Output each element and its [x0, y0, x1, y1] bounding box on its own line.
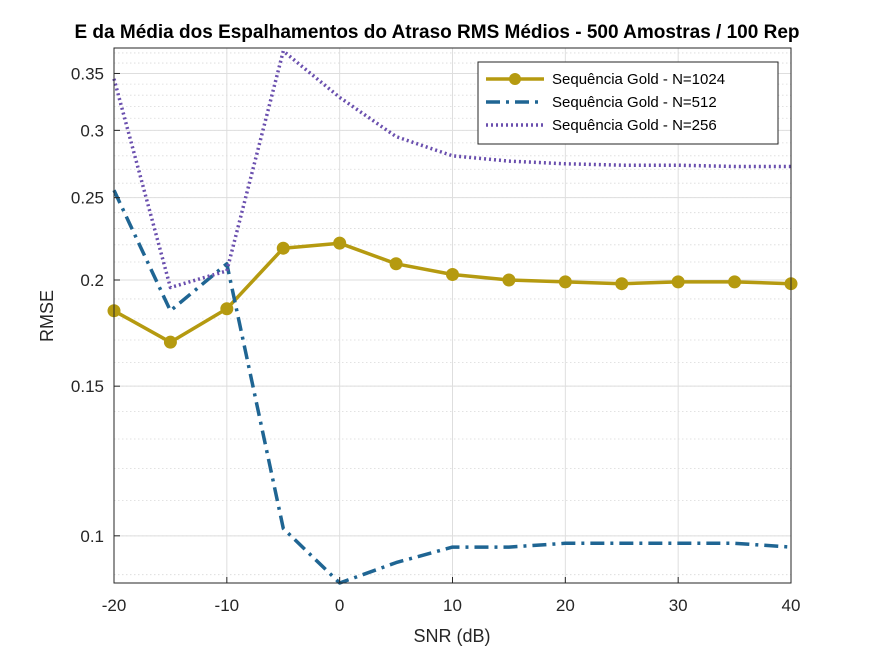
series-point-1	[163, 335, 177, 349]
series-point-1	[502, 273, 516, 287]
series-point-1	[615, 277, 629, 291]
series-point-1	[220, 302, 234, 316]
legend-entry-2: Sequência Gold - N=512	[552, 94, 717, 111]
x-tick-label: 10	[443, 596, 462, 615]
series-point-1	[728, 275, 742, 289]
series-point-1	[276, 241, 290, 255]
series-point-1	[558, 275, 572, 289]
y-tick-label: 0.3	[80, 121, 104, 140]
legend-entry-3: Sequência Gold - N=256	[552, 117, 717, 134]
x-tick-label: 30	[669, 596, 688, 615]
y-tick-label: 0.35	[71, 64, 104, 83]
series-point-1	[671, 275, 685, 289]
x-tick-label: 20	[556, 596, 575, 615]
x-tick-label: 0	[335, 596, 344, 615]
legend-entry-1: Sequência Gold - N=1024	[552, 71, 725, 88]
ticks-layer: -20 -10 0 10 20 30 40 0.1 0.15 0.2 0.25 0.3 0.35	[71, 64, 801, 615]
chart-title: E da Média dos Espalhamentos do Atraso R…	[74, 22, 799, 43]
x-tick-label: -10	[215, 596, 240, 615]
legend-marker-1	[509, 73, 521, 85]
x-tick-label: 40	[782, 596, 801, 615]
y-tick-label: 0.2	[80, 271, 104, 290]
x-tick-label: -20	[102, 596, 127, 615]
legend: Sequência Gold - N=1024 Sequência Gold - …	[477, 61, 779, 145]
series-point-1	[333, 236, 347, 250]
series-point-1	[389, 257, 403, 271]
series-line-2	[112, 189, 792, 585]
y-tick-label: 0.25	[71, 189, 104, 208]
series-point-1	[446, 268, 459, 282]
y-tick-label: 0.1	[80, 527, 104, 546]
series-layer	[107, 49, 798, 585]
y-axis-label: RMSE	[37, 290, 57, 342]
y-tick-label: 0.15	[71, 377, 104, 396]
x-axis-label: SNR (dB)	[413, 626, 490, 646]
